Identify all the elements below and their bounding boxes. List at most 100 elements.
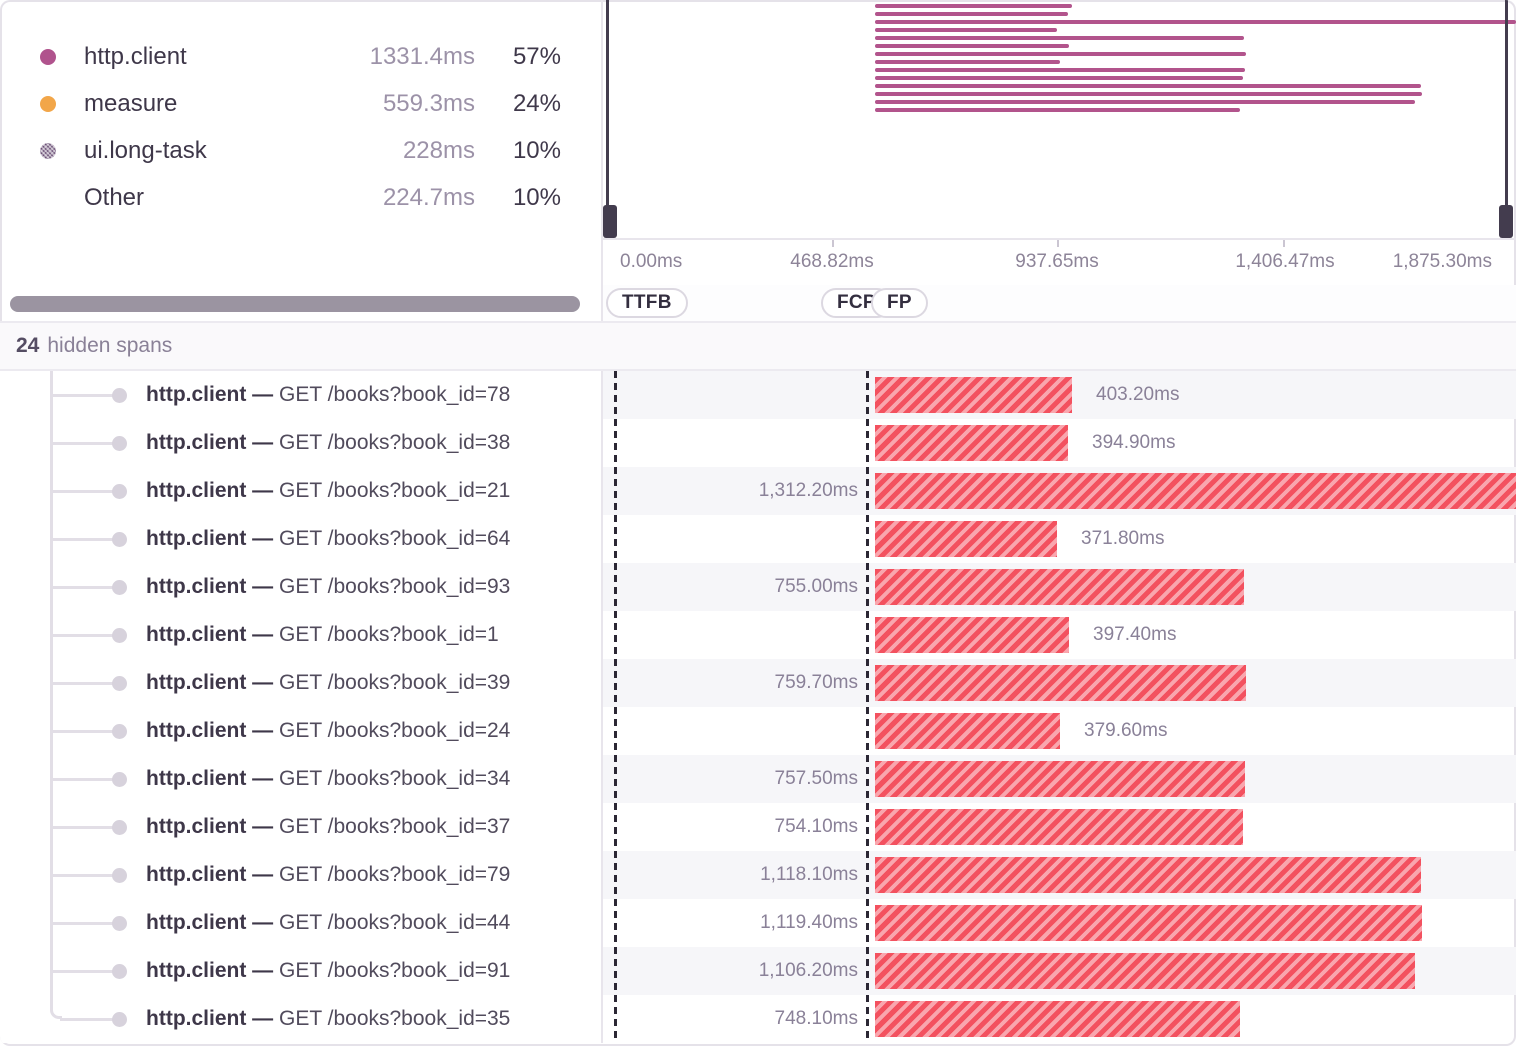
span-duration-label: 757.50ms — [774, 768, 858, 789]
span-row-title: http.client — GET /books?book_id=35 — [146, 1007, 510, 1031]
minimap-span-line — [875, 99, 1415, 104]
span-duration-bar[interactable] — [875, 857, 1421, 893]
span-description: GET /books?book_id=39 — [273, 671, 511, 694]
span-description: GET /books?book_id=35 — [273, 1007, 511, 1030]
span-row-name-cell: http.client — GET /books?book_id=78 — [0, 371, 603, 419]
legend-op-duration: 228ms — [402, 136, 475, 164]
span-duration-label: 394.90ms — [1092, 432, 1176, 453]
vital-badge-ttfb[interactable]: TTFB — [606, 288, 688, 318]
minimap-right-drag-handle[interactable] — [1499, 205, 1513, 238]
legend-op-name: Other — [84, 183, 145, 211]
span-row[interactable]: http.client — GET /books?book_id=91 1,106… — [0, 947, 1516, 995]
span-description: GET /books?book_id=91 — [273, 959, 511, 982]
minimap-left-viewport-edge[interactable] — [606, 0, 609, 238]
axis-tick-label: 468.82ms — [790, 250, 874, 272]
span-row[interactable]: http.client — GET /books?book_id=79 1,118… — [0, 851, 1516, 899]
legend-row-ui.long-task: ui.long-task 228ms 10% — [0, 127, 601, 174]
tree-node-dot — [112, 627, 127, 643]
span-op-label: http.client — — [146, 767, 274, 790]
span-op-label: http.client — — [146, 383, 274, 406]
span-row-name-cell: http.client — GET /books?book_id=37 — [0, 803, 603, 851]
span-duration-bar[interactable] — [875, 569, 1244, 605]
span-row-timeline-cell: 748.10ms — [603, 995, 1516, 1043]
span-duration-bar[interactable] — [875, 953, 1415, 989]
legend-no-dot — [40, 190, 56, 206]
legend-op-percent: 24% — [512, 89, 561, 117]
span-row-title: http.client — GET /books?book_id=24 — [146, 719, 510, 743]
tree-connector-line — [50, 393, 113, 397]
tree-node-dot — [112, 867, 127, 883]
span-description: GET /books?book_id=1 — [273, 623, 499, 646]
hidden-spans-row[interactable]: 24 hidden spans — [0, 323, 1516, 371]
span-row-title: http.client — GET /books?book_id=39 — [146, 671, 510, 695]
legend-op-percent: 10% — [512, 183, 561, 211]
trace-minimap[interactable] — [603, 0, 1516, 240]
span-duration-bar[interactable] — [875, 377, 1072, 413]
tree-node-dot — [112, 819, 127, 835]
minimap-right-viewport-edge[interactable] — [1505, 0, 1508, 238]
span-row[interactable]: http.client — GET /books?book_id=1 397.40… — [0, 611, 1516, 659]
span-row-timeline-cell: 1,312.20ms — [603, 467, 1516, 515]
span-duration-label: 371.80ms — [1081, 528, 1165, 549]
tree-node-dot — [112, 435, 127, 451]
span-row[interactable]: http.client — GET /books?book_id=44 1,119… — [0, 899, 1516, 947]
time-axis: 0.00ms 468.82ms 937.65ms 1,406.47ms 1,875.30… — [603, 240, 1516, 283]
span-duration-bar[interactable] — [875, 713, 1060, 749]
tree-node-dot — [112, 675, 127, 691]
span-row-title: http.client — GET /books?book_id=64 — [146, 527, 510, 551]
tree-connector-line — [60, 1017, 113, 1021]
legend-row-http.client: http.client 1331.4ms 57% — [0, 33, 601, 80]
span-row-title: http.client — GET /books?book_id=44 — [146, 911, 510, 935]
minimap-span-line — [875, 35, 1244, 40]
span-duration-bar[interactable] — [875, 1001, 1240, 1037]
span-row-name-cell: http.client — GET /books?book_id=38 — [0, 419, 603, 467]
span-row[interactable]: http.client — GET /books?book_id=21 1,312… — [0, 467, 1516, 515]
tree-connector-line — [50, 729, 113, 733]
span-op-label: http.client — — [146, 911, 274, 934]
span-row[interactable]: http.client — GET /books?book_id=37 754.1… — [0, 803, 1516, 851]
hidden-spans-count: 24 — [16, 334, 40, 357]
minimap-span-line — [875, 107, 1240, 112]
tree-connector-line — [50, 585, 113, 589]
span-duration-bar[interactable] — [875, 425, 1068, 461]
vital-badge-fcp[interactable]: FCP — [821, 288, 892, 318]
span-duration-bar[interactable] — [875, 617, 1069, 653]
span-op-label: http.client — — [146, 815, 274, 838]
span-row[interactable]: http.client — GET /books?book_id=39 759.7… — [0, 659, 1516, 707]
span-duration-bar[interactable] — [875, 521, 1057, 557]
horizontal-scrollbar-thumb[interactable] — [10, 296, 580, 312]
tree-node-dot — [112, 915, 127, 931]
legend-op-percent: 57% — [512, 42, 561, 70]
minimap-panel: 0.00ms 468.82ms 937.65ms 1,406.47ms 1,875.30… — [603, 0, 1516, 285]
span-row-name-cell: http.client — GET /books?book_id=21 — [0, 467, 603, 515]
minimap-span-line — [875, 75, 1243, 80]
span-row[interactable]: http.client — GET /books?book_id=64 371.8… — [0, 515, 1516, 563]
span-duration-bar[interactable] — [875, 761, 1245, 797]
axis-tick — [1283, 240, 1285, 247]
span-description: GET /books?book_id=78 — [273, 383, 511, 406]
span-description: GET /books?book_id=21 — [273, 479, 511, 502]
span-duration-bar[interactable] — [875, 809, 1243, 845]
span-duration-bar[interactable] — [875, 473, 1516, 509]
minimap-left-drag-handle[interactable] — [603, 205, 617, 238]
span-row[interactable]: http.client — GET /books?book_id=78 403.2… — [0, 371, 1516, 419]
span-row[interactable]: http.client — GET /books?book_id=93 755.0… — [0, 563, 1516, 611]
span-row[interactable]: http.client — GET /books?book_id=34 757.5… — [0, 755, 1516, 803]
legend-op-name: measure — [84, 89, 178, 117]
span-row-name-cell: http.client — GET /books?book_id=79 — [0, 851, 603, 899]
span-row-name-cell: http.client — GET /books?book_id=93 — [0, 563, 603, 611]
span-row[interactable]: http.client — GET /books?book_id=35 748.1… — [0, 995, 1516, 1043]
span-row-timeline-cell: 394.90ms — [603, 419, 1516, 467]
tree-connector-line — [50, 777, 113, 781]
span-row-timeline-cell: 1,118.10ms — [603, 851, 1516, 899]
span-row-timeline-cell: 397.40ms — [603, 611, 1516, 659]
span-row[interactable]: http.client — GET /books?book_id=24 379.6… — [0, 707, 1516, 755]
span-row[interactable]: http.client — GET /books?book_id=38 394.9… — [0, 419, 1516, 467]
axis-tick-label: 0.00ms — [620, 250, 683, 272]
span-duration-bar[interactable] — [875, 905, 1422, 941]
tree-trunk-line — [50, 371, 53, 1010]
vital-badge-fp[interactable]: FP — [871, 288, 928, 318]
span-duration-label: 1,106.20ms — [758, 960, 858, 981]
span-duration-bar[interactable] — [875, 665, 1246, 701]
